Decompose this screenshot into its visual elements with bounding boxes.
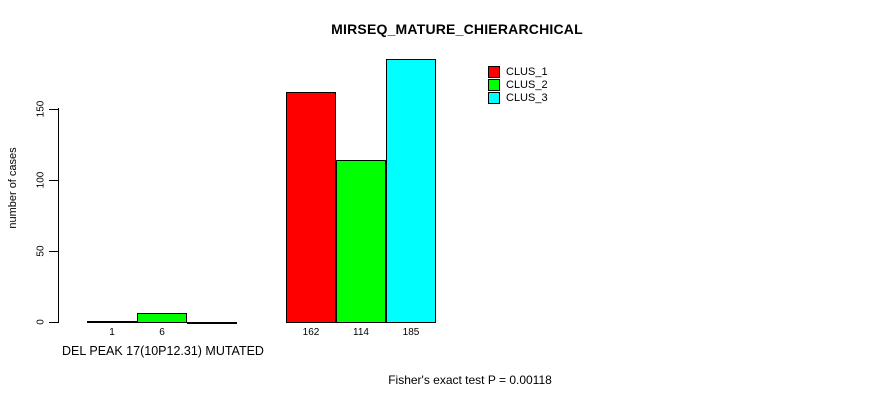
legend-label: CLUS_2 bbox=[506, 78, 548, 91]
y-axis-label: number of cases bbox=[7, 147, 19, 229]
bar-clus_2-group2 bbox=[336, 160, 386, 323]
bar-value-label: 162 bbox=[302, 327, 320, 338]
bar-clus_1-group1 bbox=[87, 321, 137, 323]
legend-label: CLUS_1 bbox=[506, 65, 548, 78]
y-axis-tick bbox=[49, 321, 59, 323]
legend-row: CLUS_1 bbox=[488, 66, 548, 78]
legend: CLUS_1 CLUS_2 CLUS_3 bbox=[488, 66, 548, 105]
y-axis-line bbox=[58, 108, 59, 323]
legend-swatch-clus_3 bbox=[488, 92, 500, 104]
y-axis-tick bbox=[49, 108, 59, 110]
legend-label: CLUS_3 bbox=[506, 91, 548, 104]
legend-row: CLUS_3 bbox=[488, 92, 548, 104]
bar-value-label: 114 bbox=[353, 327, 369, 338]
stat-annotation: Fisher's exact test P = 0.00118 bbox=[388, 373, 552, 387]
y-axis-tick-label: 100 bbox=[35, 171, 47, 189]
bar-clus_2-group1 bbox=[137, 313, 187, 323]
bar-clus_1-group2 bbox=[286, 92, 336, 323]
legend-swatch-clus_1 bbox=[488, 66, 500, 78]
bar-value-label: 1 bbox=[109, 327, 115, 338]
legend-swatch-clus_2 bbox=[488, 79, 500, 91]
x-axis-label: DEL PEAK 17(10P12.31) MUTATED bbox=[62, 344, 264, 358]
bar-value-label: 185 bbox=[402, 327, 420, 338]
y-axis-tick-label: 50 bbox=[35, 245, 47, 257]
y-axis-tick bbox=[49, 179, 59, 181]
bar-clus_3-group2 bbox=[386, 59, 436, 323]
bar-clus_3-group1 bbox=[187, 322, 237, 324]
chart-title: MIRSEQ_MATURE_CHIERARCHICAL bbox=[331, 21, 583, 37]
y-axis-tick-label: 150 bbox=[35, 100, 47, 118]
bar-value-label: 6 bbox=[159, 327, 165, 338]
legend-row: CLUS_2 bbox=[488, 79, 548, 91]
y-axis-tick bbox=[49, 250, 59, 252]
y-axis-tick-label: 0 bbox=[35, 319, 47, 325]
